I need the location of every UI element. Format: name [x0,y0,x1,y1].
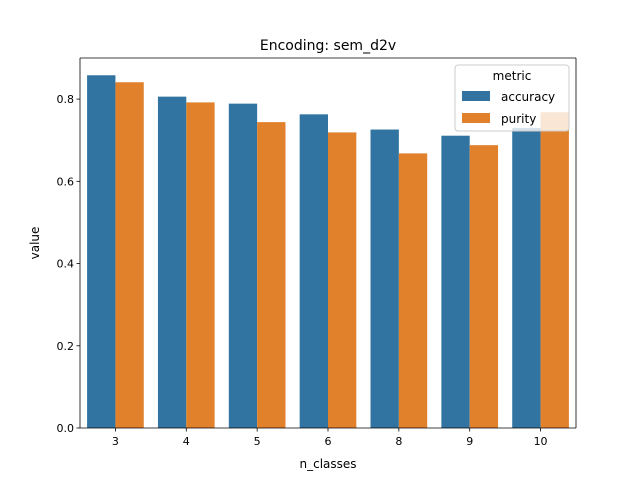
x-axis-ticks: 3 4 5 6 8 9 10 [112,428,548,448]
x-tick-label: 6 [325,435,332,448]
y-tick-label: 0.0 [57,422,75,435]
x-tick-label: 9 [466,435,473,448]
chart-title: Encoding: sem_d2v [260,38,396,54]
bars-group [87,75,569,429]
y-tick-label: 0.2 [57,340,75,353]
bar-accuracy-10 [512,127,541,428]
bar-purity-8 [398,153,428,428]
x-tick-label: 3 [112,435,119,448]
bar-accuracy-6 [299,114,328,429]
bar-purity-3 [115,82,144,428]
legend-label-accuracy: accuracy [501,90,555,104]
bar-accuracy-8 [370,129,399,429]
y-tick-label: 0.6 [57,175,75,188]
x-tick-label: 4 [183,435,190,448]
x-tick-label: 10 [534,435,548,448]
x-axis-label: n_classes [299,457,356,471]
y-axis-label: value [28,227,42,260]
axes-spines [79,57,577,429]
legend-label-purity: purity [501,112,536,126]
legend-swatch-purity [462,113,490,123]
bar-purity-9 [469,145,499,428]
bar-purity-6 [328,132,357,428]
bar-purity-5 [257,122,286,428]
y-tick-label: 0.4 [57,258,75,271]
bar-accuracy-5 [228,103,258,428]
bar-purity-10 [540,112,569,429]
bar-accuracy-4 [157,96,187,429]
x-tick-label: 8 [395,435,402,448]
x-tick-label: 5 [254,435,261,448]
legend-swatch-accuracy [462,91,490,101]
bar-accuracy-9 [441,135,470,428]
y-axis-ticks: 0.0 0.2 0.4 0.6 0.8 [57,93,80,435]
legend-title: metric [493,69,532,83]
bar-accuracy-3 [87,75,116,429]
legend: metric accuracy purity [454,64,570,132]
bar-purity-4 [186,102,215,429]
y-tick-label: 0.8 [57,93,75,106]
